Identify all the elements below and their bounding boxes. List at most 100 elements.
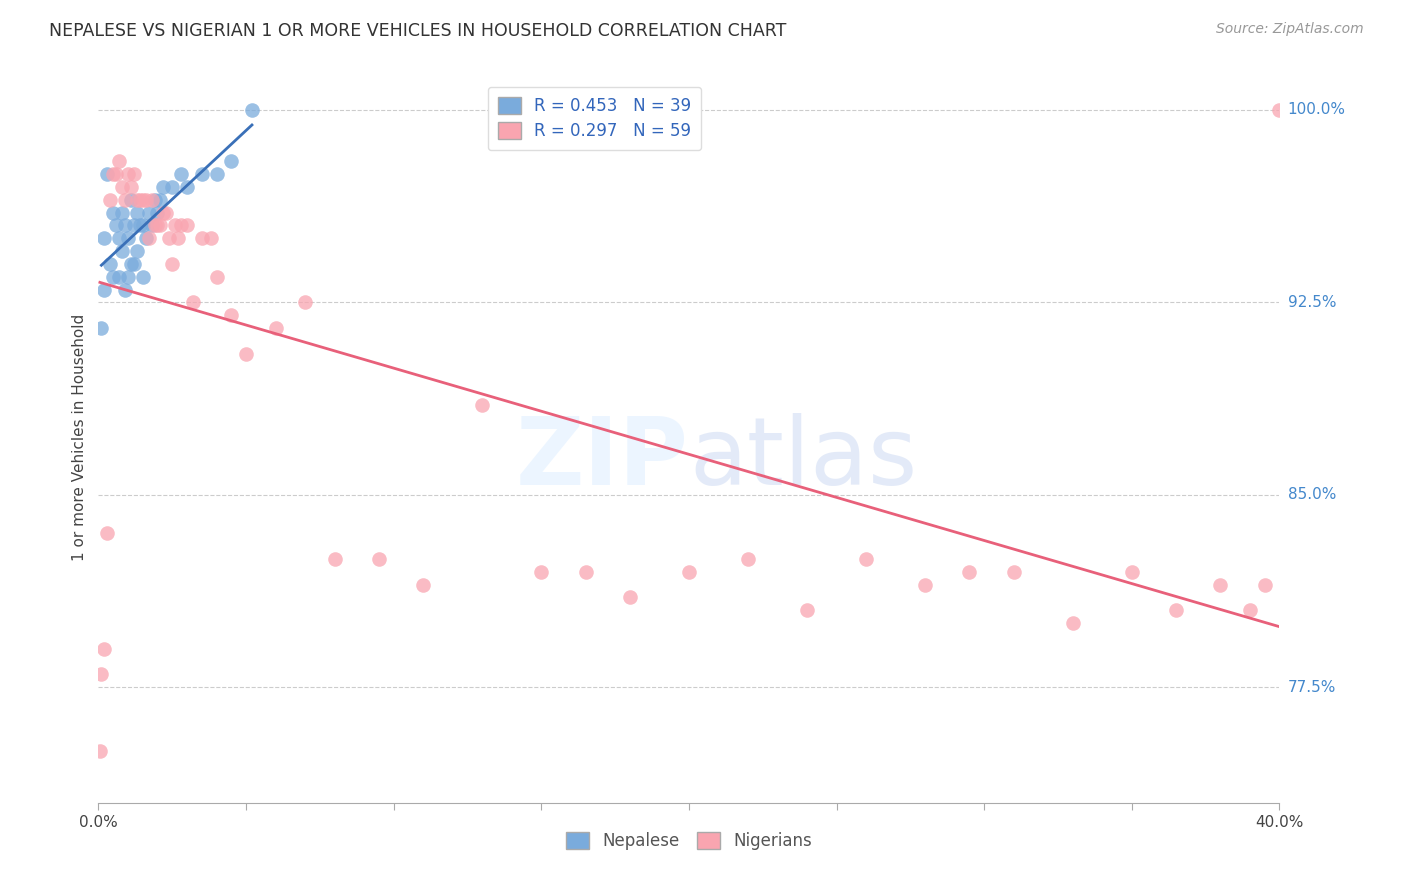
- Text: 85.0%: 85.0%: [1288, 487, 1336, 502]
- Point: [1062, 616, 1084, 631]
- Point: [135, 193, 157, 207]
- Point: [323, 552, 346, 566]
- Point: [146, 205, 169, 219]
- Point: [200, 231, 222, 245]
- Point: [1166, 603, 1188, 617]
- Text: 77.5%: 77.5%: [1288, 680, 1336, 695]
- Point: [103, 269, 125, 284]
- Point: [1209, 577, 1232, 591]
- Point: [111, 179, 134, 194]
- Point: [114, 193, 136, 207]
- Point: [122, 167, 145, 181]
- Point: [93, 231, 115, 245]
- Point: [114, 283, 136, 297]
- Point: [108, 231, 131, 245]
- Point: [103, 167, 125, 181]
- Text: NEPALESE VS NIGERIAN 1 OR MORE VEHICLES IN HOUSEHOLD CORRELATION CHART: NEPALESE VS NIGERIAN 1 OR MORE VEHICLES …: [49, 22, 786, 40]
- Text: atlas: atlas: [689, 413, 917, 505]
- Point: [117, 231, 139, 245]
- Point: [141, 193, 163, 207]
- Point: [1239, 603, 1261, 617]
- Point: [111, 244, 134, 258]
- Point: [108, 154, 131, 169]
- Point: [1268, 103, 1291, 117]
- Point: [1121, 565, 1143, 579]
- Point: [221, 154, 243, 169]
- Point: [108, 269, 131, 284]
- Point: [855, 552, 877, 566]
- Point: [149, 193, 172, 207]
- Point: [122, 219, 145, 233]
- Point: [135, 231, 157, 245]
- Y-axis label: 1 or more Vehicles in Household: 1 or more Vehicles in Household: [72, 313, 87, 561]
- Point: [170, 219, 193, 233]
- Point: [152, 205, 174, 219]
- Point: [90, 667, 112, 681]
- Point: [176, 219, 198, 233]
- Point: [796, 603, 818, 617]
- Point: [162, 257, 183, 271]
- Point: [1002, 565, 1025, 579]
- Point: [120, 257, 142, 271]
- Point: [191, 231, 214, 245]
- Point: [575, 565, 598, 579]
- Point: [157, 231, 180, 245]
- Point: [152, 179, 174, 194]
- Point: [111, 205, 134, 219]
- Point: [737, 552, 759, 566]
- Point: [90, 321, 112, 335]
- Point: [105, 219, 128, 233]
- Point: [149, 219, 172, 233]
- Point: [143, 219, 166, 233]
- Point: [240, 103, 263, 117]
- Point: [98, 193, 121, 207]
- Point: [143, 193, 166, 207]
- Point: [294, 295, 316, 310]
- Point: [191, 167, 214, 181]
- Point: [181, 295, 204, 310]
- Point: [125, 193, 148, 207]
- Point: [1254, 577, 1277, 591]
- Point: [170, 167, 193, 181]
- Point: [93, 283, 115, 297]
- Point: [120, 179, 142, 194]
- Point: [132, 193, 155, 207]
- Point: [235, 346, 257, 360]
- Point: [678, 565, 700, 579]
- Point: [105, 167, 128, 181]
- Point: [412, 577, 434, 591]
- Point: [530, 565, 553, 579]
- Point: [138, 205, 160, 219]
- Point: [155, 205, 177, 219]
- Point: [165, 219, 187, 233]
- Point: [176, 179, 198, 194]
- Point: [914, 577, 936, 591]
- Point: [368, 552, 391, 566]
- Point: [471, 398, 494, 412]
- Point: [162, 179, 183, 194]
- Text: ZIP: ZIP: [516, 413, 689, 505]
- Point: [117, 167, 139, 181]
- Point: [264, 321, 287, 335]
- Point: [114, 219, 136, 233]
- Point: [132, 219, 155, 233]
- Point: [96, 167, 118, 181]
- Point: [146, 219, 169, 233]
- Point: [132, 269, 155, 284]
- Point: [96, 526, 118, 541]
- Legend: Nepalese, Nigerians: Nepalese, Nigerians: [560, 825, 818, 856]
- Point: [141, 219, 163, 233]
- Point: [122, 257, 145, 271]
- Text: Source: ZipAtlas.com: Source: ZipAtlas.com: [1216, 22, 1364, 37]
- Point: [93, 641, 115, 656]
- Point: [125, 205, 148, 219]
- Point: [89, 744, 111, 758]
- Point: [619, 591, 641, 605]
- Point: [103, 205, 125, 219]
- Point: [128, 219, 150, 233]
- Point: [128, 193, 150, 207]
- Point: [98, 257, 121, 271]
- Point: [125, 244, 148, 258]
- Point: [959, 565, 981, 579]
- Text: 92.5%: 92.5%: [1288, 295, 1336, 310]
